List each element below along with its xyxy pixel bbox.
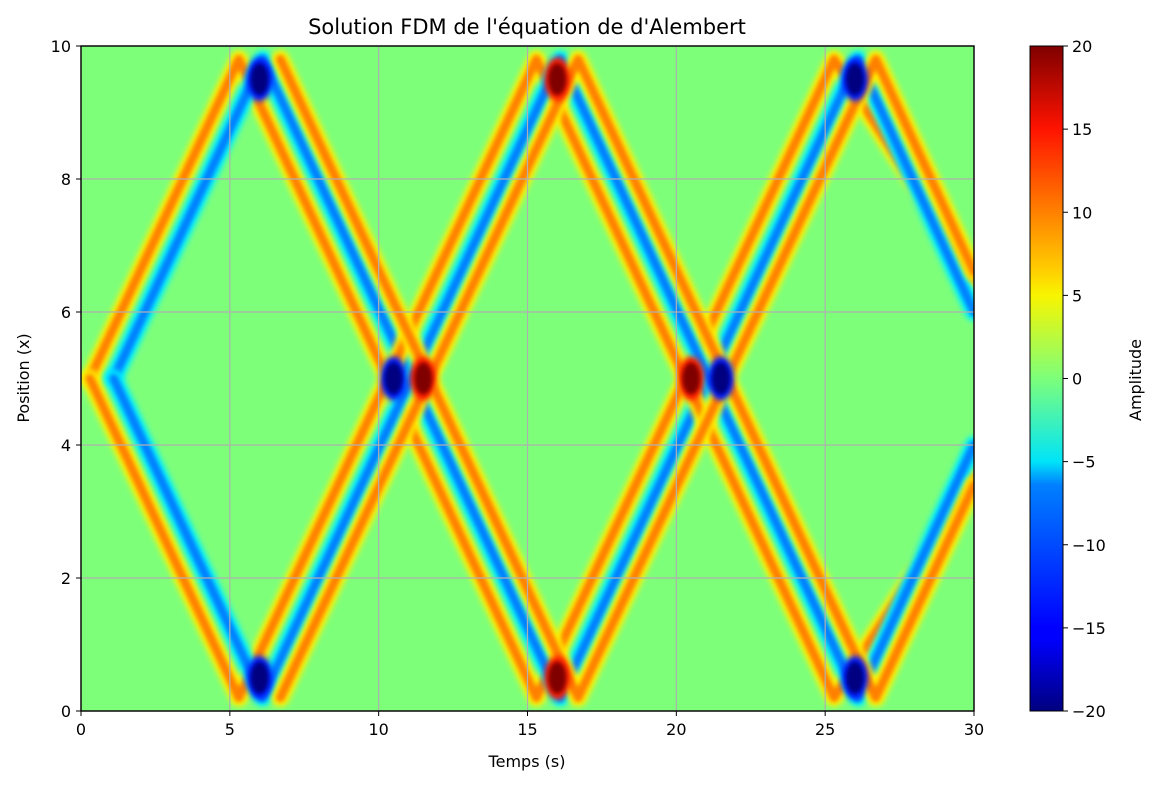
colorbar-tick-label-6: −10 [1072, 536, 1106, 555]
peak-max-3 [414, 362, 433, 395]
colorbar-tick-label-8: −20 [1072, 702, 1106, 721]
colorbar-tick-label-7: −15 [1072, 619, 1106, 638]
x-tick-label-2: 10 [368, 720, 388, 739]
colorbar-tick-label-0: 20 [1072, 37, 1092, 56]
x-tick-label-4: 20 [666, 720, 686, 739]
colorbar-tick-label-3: 5 [1072, 286, 1082, 305]
peak-min-0 [250, 63, 269, 96]
wave-band-positive-4 [275, 54, 974, 703]
peak-min-2 [384, 362, 403, 395]
x-tick-label-5: 25 [815, 720, 835, 739]
y-axis: 0 2 4 6 8 10 [51, 37, 81, 721]
x-tick-label-6: 30 [964, 720, 984, 739]
y-tick-label-5: 10 [51, 37, 71, 56]
peak-min-8 [845, 63, 864, 96]
chart-title: Solution FDM de l'équation de d'Alembert [308, 15, 746, 39]
peak-max-6 [682, 362, 701, 395]
peak-max-5 [548, 661, 567, 694]
y-axis-label: Position (x) [14, 333, 33, 422]
x-axis: 0 5 10 15 20 25 30 [76, 711, 984, 739]
wave-peaks [246, 57, 868, 700]
peak-max-4 [548, 63, 567, 96]
wave-band-positive-5 [275, 54, 974, 703]
wave-band-positive-2 [85, 54, 974, 703]
y-tick-label-2: 4 [61, 436, 71, 455]
x-tick-label-1: 5 [225, 720, 235, 739]
peak-min-1 [250, 661, 269, 694]
y-tick-label-0: 0 [61, 702, 71, 721]
colorbar-tick-label-5: −5 [1072, 453, 1096, 472]
colorbar-tick-label-1: 15 [1072, 120, 1092, 139]
wave-band-positive-0 [85, 54, 974, 703]
peak-min-7 [711, 362, 730, 395]
x-tick-label-0: 0 [76, 720, 86, 739]
colorbar-tick-label-4: 0 [1072, 370, 1082, 389]
peak-min-9 [845, 661, 864, 694]
y-tick-label-3: 6 [61, 303, 71, 322]
x-axis-label: Temps (s) [488, 752, 566, 771]
y-tick-label-1: 2 [61, 569, 71, 588]
colorbar [1029, 45, 1064, 712]
y-tick-label-4: 8 [61, 170, 71, 189]
x-tick-label-3: 15 [517, 720, 537, 739]
colorbar-tick-label-2: 10 [1072, 203, 1092, 222]
colorbar-ticks: 20 15 10 5 0 −5 −10 −15 −20 [1063, 37, 1106, 721]
colorbar-label: Amplitude [1126, 339, 1145, 421]
